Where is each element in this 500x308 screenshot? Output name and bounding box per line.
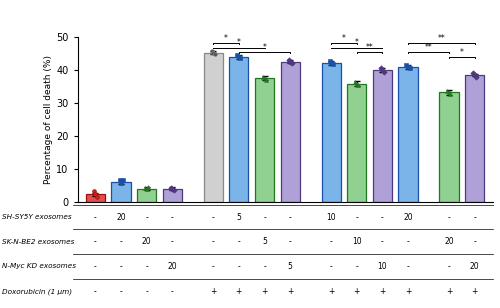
Text: Doxorubicin (1 μm): Doxorubicin (1 μm) (2, 289, 72, 295)
Text: -: - (330, 262, 332, 271)
Text: **: ** (438, 34, 445, 43)
Text: -: - (288, 237, 292, 246)
Text: -: - (120, 237, 122, 246)
Text: -: - (406, 237, 410, 246)
Text: **: ** (424, 43, 432, 52)
Bar (112, 182, 130, 202)
Text: -: - (288, 213, 292, 222)
Text: -: - (94, 262, 97, 271)
Bar (347, 84, 366, 202)
Y-axis label: Percentage of cell death (%): Percentage of cell death (%) (44, 55, 54, 184)
Bar (230, 57, 248, 202)
Text: +: + (287, 287, 294, 297)
Text: -: - (94, 287, 97, 297)
Text: -: - (171, 287, 173, 297)
Text: -: - (406, 262, 410, 271)
Text: +: + (262, 287, 268, 297)
Text: -: - (212, 237, 214, 246)
Text: *: * (262, 43, 266, 52)
Text: 20: 20 (116, 213, 126, 222)
Bar (86, 194, 105, 202)
Text: 10: 10 (326, 213, 336, 222)
Bar (398, 67, 417, 202)
Bar (322, 63, 340, 202)
Text: -: - (473, 213, 476, 222)
Bar (255, 78, 274, 202)
Text: +: + (379, 287, 386, 297)
Text: 5: 5 (288, 262, 292, 271)
Text: -: - (473, 237, 476, 246)
Text: -: - (448, 213, 450, 222)
Text: 20: 20 (168, 262, 177, 271)
Text: -: - (212, 262, 214, 271)
Text: -: - (263, 213, 266, 222)
Text: 10: 10 (378, 262, 387, 271)
Bar (465, 75, 484, 202)
Text: -: - (94, 213, 97, 222)
Text: +: + (328, 287, 334, 297)
Text: -: - (238, 237, 240, 246)
Text: SK-N-BE2 exosomes: SK-N-BE2 exosomes (2, 239, 75, 245)
Text: -: - (448, 262, 450, 271)
Text: 20: 20 (444, 237, 454, 246)
Text: 5: 5 (236, 213, 242, 222)
Bar (372, 70, 392, 202)
Text: +: + (210, 287, 216, 297)
Text: -: - (263, 262, 266, 271)
Bar (137, 188, 156, 202)
Text: N-Myc KD exosomes: N-Myc KD exosomes (2, 263, 76, 270)
Text: -: - (146, 287, 148, 297)
Bar (162, 188, 182, 202)
Text: +: + (446, 287, 452, 297)
Text: 5: 5 (262, 237, 267, 246)
Text: +: + (354, 287, 360, 297)
Text: -: - (238, 262, 240, 271)
Text: -: - (212, 213, 214, 222)
Text: -: - (146, 262, 148, 271)
Text: **: ** (366, 43, 374, 52)
Text: 10: 10 (352, 237, 362, 246)
Text: -: - (171, 213, 173, 222)
Text: *: * (460, 47, 464, 57)
Text: -: - (171, 237, 173, 246)
Text: -: - (330, 237, 332, 246)
Text: -: - (356, 213, 358, 222)
Text: 20: 20 (470, 262, 480, 271)
Text: +: + (236, 287, 242, 297)
Text: 20: 20 (403, 213, 413, 222)
Text: *: * (224, 34, 228, 43)
Text: -: - (381, 237, 384, 246)
Bar (204, 53, 223, 202)
Text: +: + (405, 287, 411, 297)
Text: -: - (356, 262, 358, 271)
Text: *: * (355, 38, 358, 47)
Text: -: - (381, 213, 384, 222)
Text: -: - (120, 262, 122, 271)
Text: -: - (120, 287, 122, 297)
Bar (440, 92, 458, 202)
Text: SH-SY5Y exosomes: SH-SY5Y exosomes (2, 214, 72, 220)
Text: +: + (472, 287, 478, 297)
Text: *: * (342, 34, 346, 43)
Text: *: * (237, 38, 241, 47)
Text: -: - (146, 213, 148, 222)
Bar (280, 62, 299, 202)
Text: -: - (94, 237, 97, 246)
Text: 20: 20 (142, 237, 152, 246)
